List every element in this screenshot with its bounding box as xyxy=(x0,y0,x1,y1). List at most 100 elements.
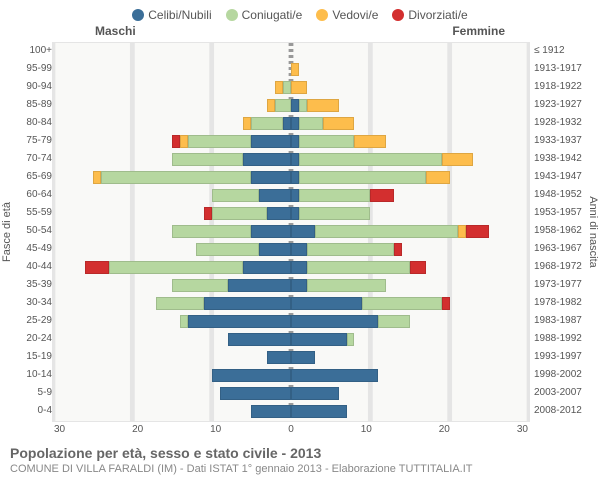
bar-female xyxy=(291,369,378,382)
bar-male xyxy=(283,117,291,130)
bar-female xyxy=(299,189,370,202)
bar-row xyxy=(53,205,529,223)
bar-row xyxy=(53,133,529,151)
age-label: 25-29 xyxy=(14,312,52,330)
age-label: 100+ xyxy=(14,42,52,60)
bar-male xyxy=(220,387,291,400)
bar-row xyxy=(53,313,529,331)
bar-male xyxy=(251,117,283,130)
bar-male xyxy=(172,225,251,238)
y-axis-label-left: Fasce di età xyxy=(0,42,14,422)
bar-female xyxy=(291,225,315,238)
age-label: 20-24 xyxy=(14,330,52,348)
bar-female xyxy=(299,135,355,148)
bar-row xyxy=(53,241,529,259)
bar-female xyxy=(307,279,386,292)
bar-male xyxy=(212,207,268,220)
legend-label: Vedovi/e xyxy=(332,8,378,22)
bar-female xyxy=(370,189,394,202)
legend-item: Celibi/Nubili xyxy=(132,8,211,22)
bar-row xyxy=(53,97,529,115)
bar-male xyxy=(180,135,188,148)
age-labels: 100+95-9990-9485-8980-8475-7970-7465-696… xyxy=(14,42,52,422)
year-label: 2003-2007 xyxy=(534,384,586,402)
bar-male xyxy=(243,117,251,130)
bar-female xyxy=(291,117,299,130)
year-label: 1983-1987 xyxy=(534,312,586,330)
bar-male xyxy=(267,351,291,364)
bar-rows xyxy=(53,43,529,421)
bar-female xyxy=(410,261,426,274)
year-label: 2008-2012 xyxy=(534,402,586,420)
bar-female xyxy=(442,297,450,310)
age-label: 10-14 xyxy=(14,366,52,384)
bar-female xyxy=(291,189,299,202)
bar-row xyxy=(53,43,529,61)
legend-dot-icon xyxy=(132,9,144,21)
year-label: 1973-1977 xyxy=(534,276,586,294)
bar-female xyxy=(307,99,339,112)
age-label: 0-4 xyxy=(14,402,52,420)
header-female: Femmine xyxy=(452,24,505,38)
bar-female xyxy=(442,153,474,166)
age-label: 70-74 xyxy=(14,150,52,168)
chart-title: Popolazione per età, sesso e stato civil… xyxy=(10,445,590,461)
bar-row xyxy=(53,367,529,385)
bar-female xyxy=(291,81,307,94)
bar-female xyxy=(291,99,299,112)
bar-female xyxy=(299,153,442,166)
bar-row xyxy=(53,187,529,205)
legend-dot-icon xyxy=(392,9,404,21)
bar-female xyxy=(378,315,410,328)
bar-female xyxy=(299,171,426,184)
bar-male xyxy=(212,189,260,202)
age-label: 65-69 xyxy=(14,168,52,186)
bar-male xyxy=(93,171,101,184)
bar-row xyxy=(53,331,529,349)
header-male: Maschi xyxy=(95,24,136,38)
bar-male xyxy=(172,279,228,292)
bar-male xyxy=(204,297,291,310)
bar-row xyxy=(53,169,529,187)
bar-male xyxy=(267,99,275,112)
bar-male xyxy=(251,171,291,184)
year-label: 1923-1927 xyxy=(534,96,586,114)
bar-male xyxy=(196,243,259,256)
bar-female xyxy=(291,207,299,220)
bar-female xyxy=(299,99,307,112)
year-label: 1933-1937 xyxy=(534,132,586,150)
bar-female xyxy=(291,153,299,166)
year-label: 1963-1967 xyxy=(534,240,586,258)
legend-label: Coniugati/e xyxy=(242,8,303,22)
bar-male xyxy=(101,171,252,184)
bar-male xyxy=(275,99,291,112)
year-label: 1978-1982 xyxy=(534,294,586,312)
bar-male xyxy=(156,297,204,310)
bar-row xyxy=(53,151,529,169)
bar-female xyxy=(307,243,394,256)
bar-female xyxy=(426,171,450,184)
year-label: 1913-1917 xyxy=(534,60,586,78)
bar-female xyxy=(315,225,458,238)
year-label: 1938-1942 xyxy=(534,150,586,168)
x-tick: 10 xyxy=(361,424,372,435)
bar-male xyxy=(251,405,291,418)
bar-female xyxy=(291,279,307,292)
bar-male xyxy=(259,243,291,256)
bar-female xyxy=(291,135,299,148)
bar-female xyxy=(394,243,402,256)
age-label: 90-94 xyxy=(14,78,52,96)
x-tick: 20 xyxy=(132,424,143,435)
column-headers: Maschi Femmine xyxy=(0,24,600,42)
bar-female xyxy=(323,117,355,130)
bar-row xyxy=(53,295,529,313)
bar-male xyxy=(283,81,291,94)
year-label: 1988-1992 xyxy=(534,330,586,348)
year-label: 1968-1972 xyxy=(534,258,586,276)
age-label: 80-84 xyxy=(14,114,52,132)
bar-female xyxy=(362,297,441,310)
bar-row xyxy=(53,277,529,295)
bar-male xyxy=(172,135,180,148)
bar-male xyxy=(251,225,291,238)
bar-female xyxy=(291,387,339,400)
